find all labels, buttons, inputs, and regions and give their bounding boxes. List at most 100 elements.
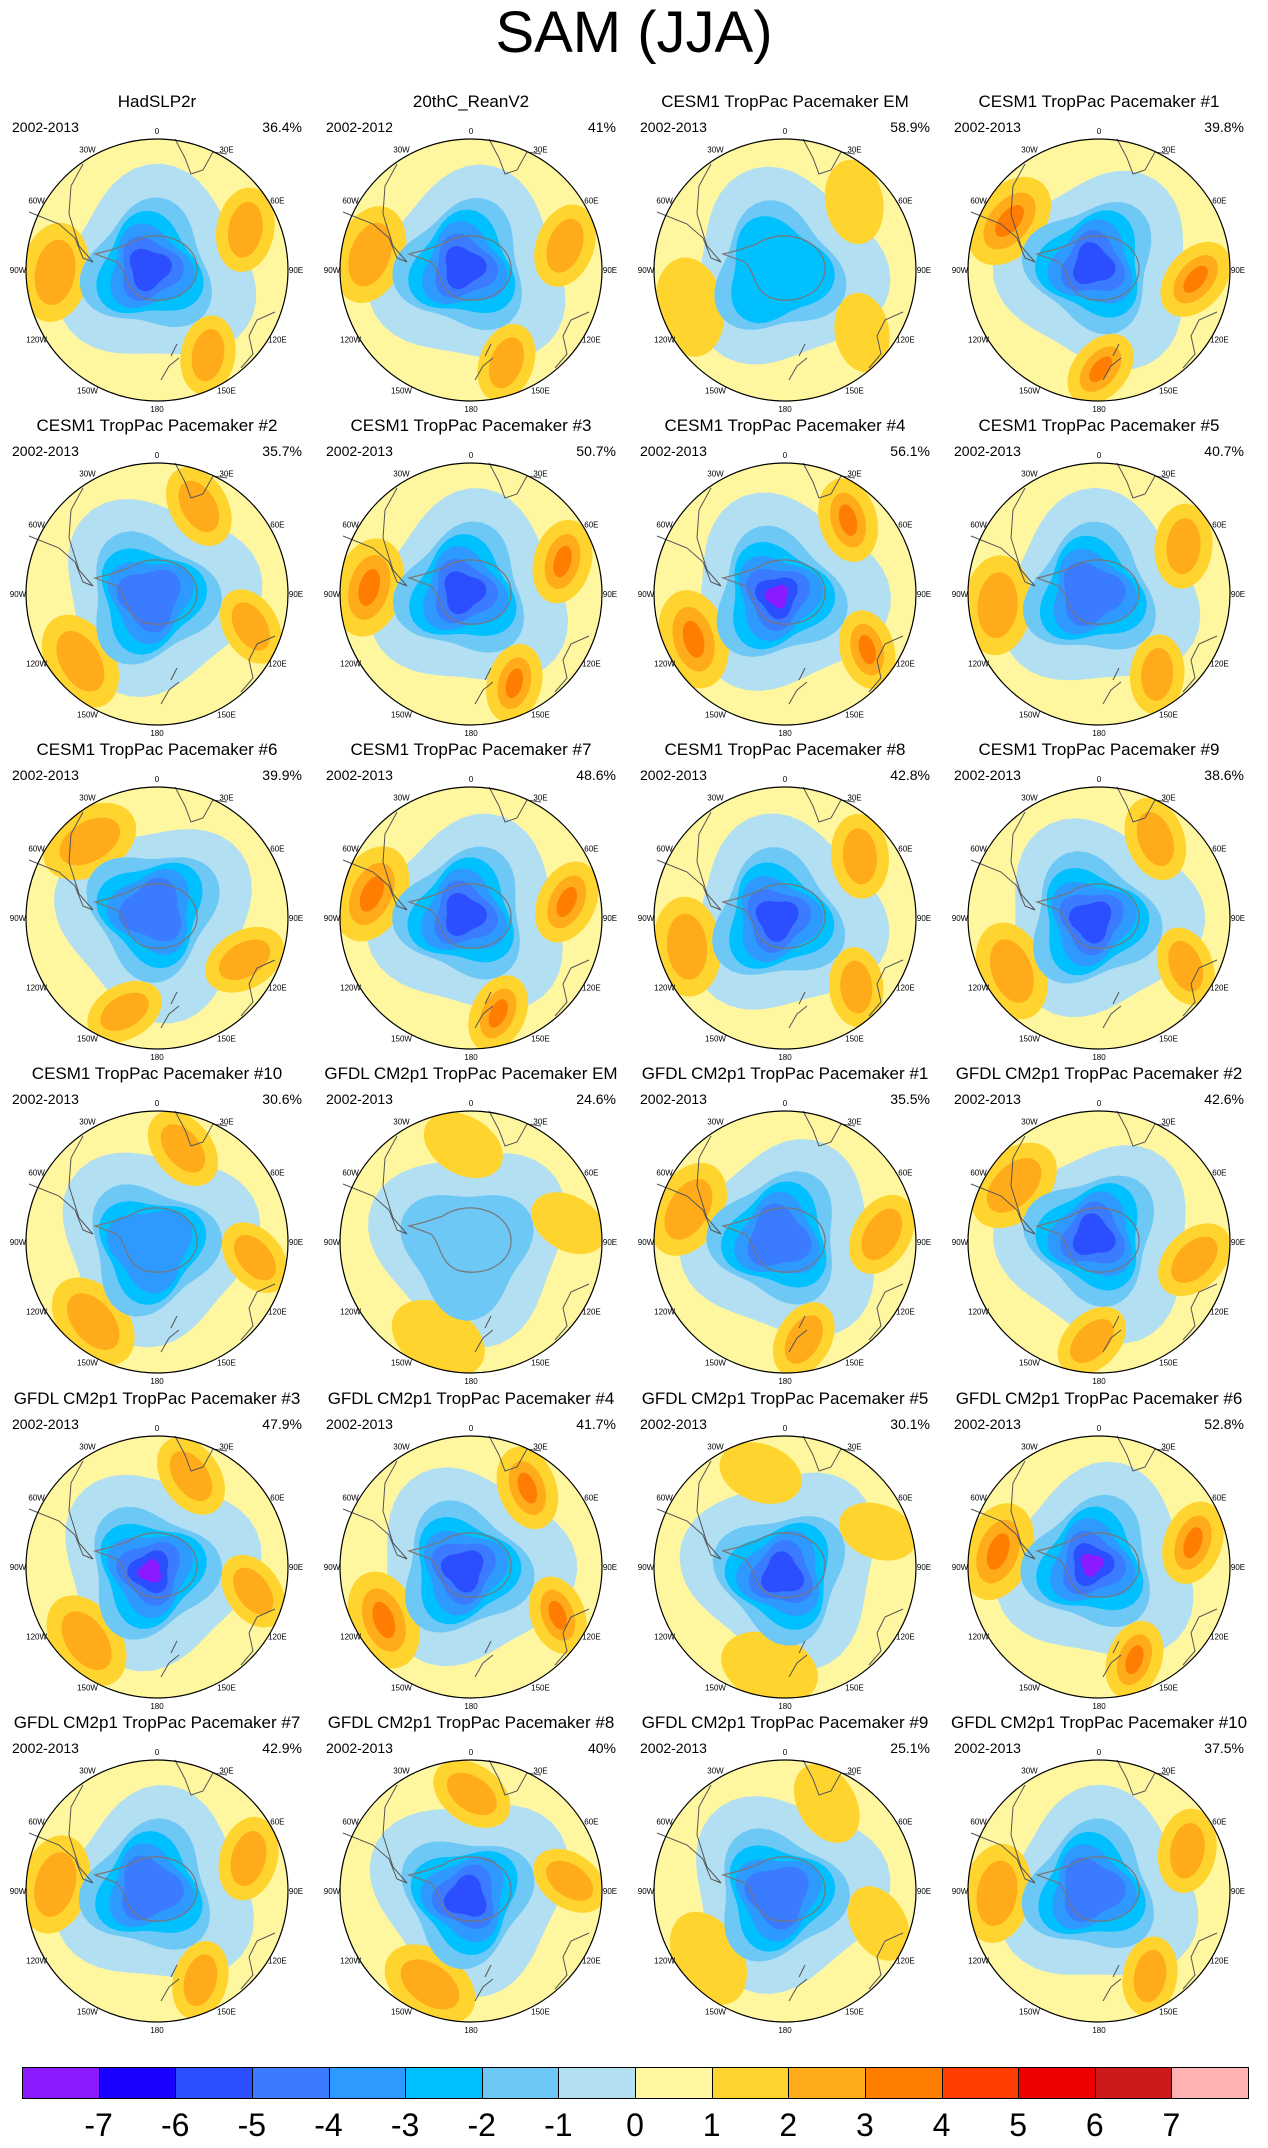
map-panel: GFDL CM2p1 TropPac Pacemaker #3 2002-2013… — [0, 1389, 314, 1714]
explained-variance: 58.9% — [890, 119, 930, 135]
longitude-label: 120E — [1210, 1957, 1229, 1966]
longitude-label: 150W — [391, 386, 412, 395]
longitude-label: 120W — [968, 984, 989, 993]
panel-title: CESM1 TropPac Pacemaker #4 — [664, 416, 906, 435]
panel-period: 2002-2013 — [954, 443, 1021, 459]
explained-variance: 35.5% — [890, 1091, 930, 1107]
longitude-label: 180 — [150, 729, 164, 738]
longitude-label: 30E — [1161, 1118, 1175, 1127]
longitude-label: 60E — [270, 1494, 284, 1503]
longitude-label: 60W — [970, 197, 987, 206]
polar-stereographic-map: 0 30E 60E 90E 120E 150E 180 150W 120W 90W 60W 30W — [638, 127, 931, 414]
longitude-label: 120W — [654, 1633, 675, 1642]
longitude-label: 0 — [1097, 775, 1102, 784]
longitude-label: 60E — [270, 845, 284, 854]
panel-period: 2002-2013 — [326, 1416, 393, 1432]
longitude-label: 0 — [469, 1748, 474, 1757]
longitude-label: 120W — [968, 1957, 989, 1966]
longitude-label: 30W — [1021, 1118, 1038, 1127]
longitude-label: 90W — [952, 266, 969, 275]
longitude-label: 180 — [150, 1377, 164, 1386]
longitude-label: 120W — [654, 984, 675, 993]
explained-variance: 41.7% — [576, 1416, 616, 1432]
longitude-label: 180 — [1092, 405, 1106, 414]
panel-title: GFDL CM2p1 TropPac Pacemaker #6 — [955, 1389, 1243, 1408]
colorbar-swatch — [635, 2067, 713, 2099]
longitude-label: 150W — [77, 1358, 98, 1367]
polar-stereographic-map: 0 30E 60E 90E 120E 150E 180 150W 120W 90W 60W 30W — [10, 775, 303, 1062]
map-panel: 20thC_ReanV2 2002-2012 41% 0 30E 60E 90E 120E 15… — [314, 92, 628, 417]
map-panel: CESM1 TropPac Pacemaker #3 2002-2013 50.7%… — [314, 416, 628, 741]
polar-stereographic-map: 0 30E 60E 90E 120E 150E 180 150W 120W 90W 60W 30W — [952, 451, 1245, 738]
longitude-label: 30W — [707, 1443, 724, 1452]
longitude-label: 30W — [707, 1118, 724, 1127]
longitude-label: 30E — [847, 1443, 861, 1452]
longitude-label: 120E — [896, 1633, 915, 1642]
explained-variance: 42.8% — [890, 767, 930, 783]
explained-variance: 24.6% — [576, 1091, 616, 1107]
longitude-label: 0 — [1097, 451, 1102, 460]
colorbar-label: 2 — [779, 2107, 798, 2143]
panel-title: GFDL CM2p1 TropPac Pacemaker #3 — [13, 1389, 301, 1408]
longitude-label: 90W — [10, 1238, 27, 1247]
longitude-label: 150E — [845, 710, 864, 719]
longitude-label: 150E — [217, 386, 236, 395]
longitude-label: 90W — [10, 1887, 27, 1896]
panel-period: 2002-2013 — [640, 1091, 707, 1107]
colorbar-swatch — [864, 2067, 943, 2099]
longitude-label: 150W — [705, 710, 726, 719]
longitude-label: 180 — [1092, 1377, 1106, 1386]
longitude-label: 120W — [968, 336, 989, 345]
explained-variance: 41% — [587, 119, 616, 135]
panel-title: CESM1 TropPac Pacemaker #9 — [978, 740, 1220, 759]
longitude-label: 120E — [896, 984, 915, 993]
explained-variance: 52.8% — [1204, 1416, 1244, 1432]
longitude-label: 90W — [10, 914, 27, 923]
polar-stereographic-map: 0 30E 60E 90E 120E 150E 180 150W 120W 90W 60W 30W — [638, 1748, 931, 2035]
longitude-label: 150E — [845, 386, 864, 395]
longitude-label: 60E — [1212, 1169, 1226, 1178]
longitude-label: 120E — [268, 984, 287, 993]
map-panel: CESM1 TropPac Pacemaker #10 2002-2013 30.6… — [0, 1064, 314, 1389]
longitude-label: 150E — [845, 1683, 864, 1692]
longitude-label: 60W — [342, 197, 359, 206]
panel-period: 2002-2013 — [954, 1740, 1021, 1756]
map-panel: GFDL CM2p1 TropPac Pacemaker #2 2002-2013… — [942, 1064, 1256, 1389]
longitude-label: 90E — [1231, 1563, 1245, 1572]
polar-stereographic-map: 0 30E 60E 90E 120E 150E 180 150W 120W 90W 60W 30W — [952, 775, 1245, 1062]
colorbar: -7 -6 -5 -4 -3 -2 -1 0 1 2 3 4 5 6 7 — [22, 2067, 1249, 2147]
map-panel: CESM1 TropPac Pacemaker #6 2002-2013 39.9%… — [0, 740, 314, 1065]
longitude-label: 120W — [340, 1308, 361, 1317]
longitude-label: 120W — [968, 1633, 989, 1642]
longitude-label: 120W — [340, 660, 361, 669]
longitude-label: 120E — [268, 660, 287, 669]
longitude-label: 120E — [896, 660, 915, 669]
longitude-label: 30E — [1161, 1443, 1175, 1452]
colorbar-swatch — [175, 2067, 253, 2099]
polar-stereographic-map: 0 30E 60E 90E 120E 150E 180 150W 120W 90W 60W 30W — [324, 451, 617, 738]
longitude-label: 150E — [1159, 710, 1178, 719]
longitude-label: 30E — [1161, 470, 1175, 479]
longitude-label: 120W — [654, 336, 675, 345]
longitude-label: 90E — [1231, 914, 1245, 923]
panel-title: GFDL CM2p1 TropPac Pacemaker #7 — [13, 1713, 301, 1732]
longitude-label: 30W — [707, 794, 724, 803]
longitude-label: 150W — [1019, 2007, 1040, 2016]
panel-title: GFDL CM2p1 TropPac Pacemaker #10 — [950, 1713, 1248, 1732]
longitude-label: 60W — [342, 1818, 359, 1827]
longitude-label: 120W — [340, 336, 361, 345]
longitude-label: 120W — [654, 1957, 675, 1966]
polar-stereographic-map: 0 30E 60E 90E 120E 150E 180 150W 120W 90W 60W 30W — [638, 451, 931, 738]
longitude-label: 120W — [26, 336, 47, 345]
longitude-label: 90E — [917, 1563, 931, 1572]
longitude-label: 90W — [324, 1238, 341, 1247]
longitude-label: 120E — [582, 984, 601, 993]
longitude-label: 60E — [898, 1818, 912, 1827]
map-panel: CESM1 TropPac Pacemaker #1 2002-2013 39.8%… — [942, 92, 1256, 417]
explained-variance: 40.7% — [1204, 443, 1244, 459]
longitude-label: 90W — [952, 590, 969, 599]
panel-period: 2002-2013 — [640, 1740, 707, 1756]
longitude-label: 150W — [77, 1683, 98, 1692]
colorbar-swatch — [481, 2067, 560, 2099]
longitude-label: 180 — [464, 729, 478, 738]
